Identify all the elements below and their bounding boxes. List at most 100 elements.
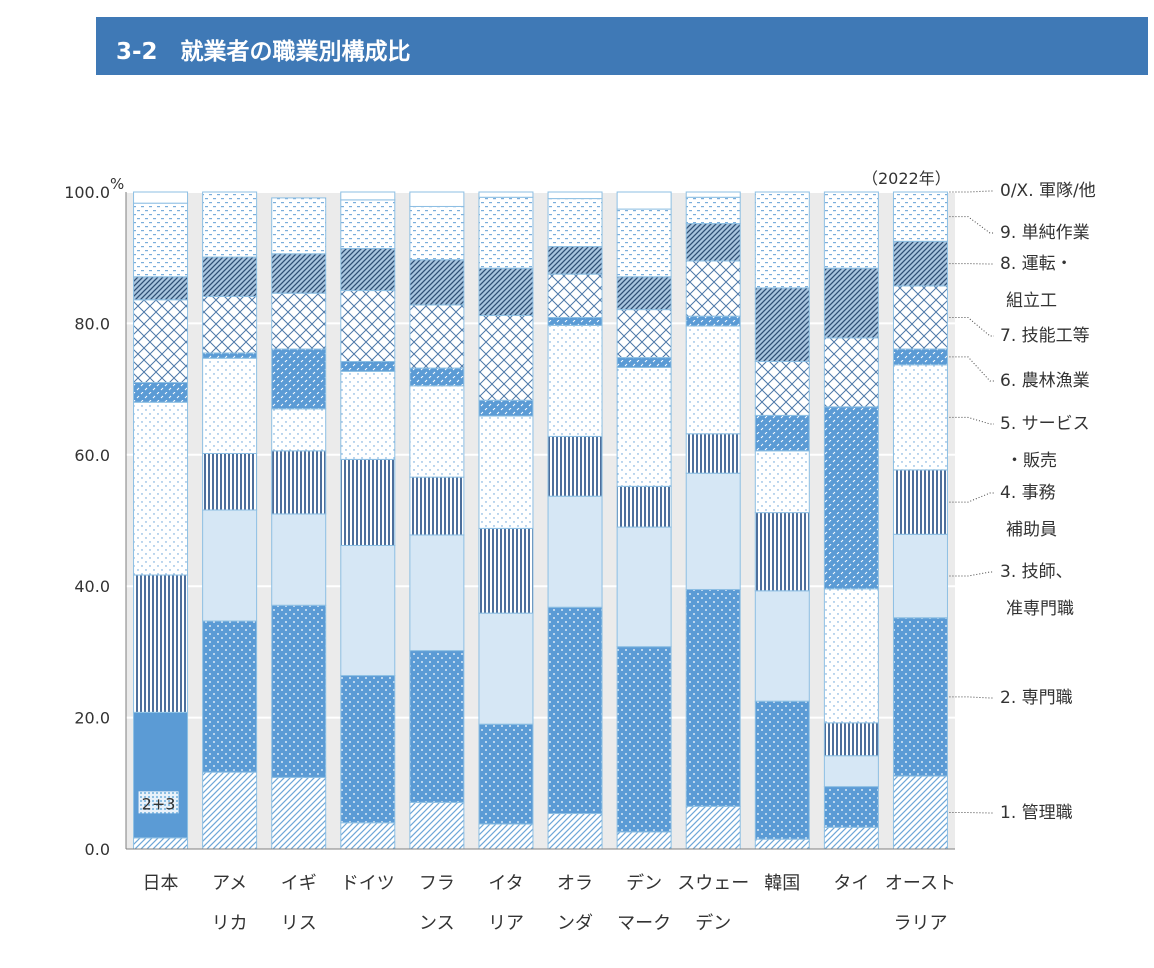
bar-segment	[754, 287, 810, 363]
x-tick-label: ドイツ	[341, 873, 395, 894]
bar-segment	[478, 196, 534, 269]
bar-segment	[478, 399, 534, 417]
bar-segment	[133, 401, 189, 576]
bar-segment	[271, 604, 327, 778]
annotation-box	[138, 791, 179, 814]
x-tick-label: オラ	[557, 873, 593, 894]
y-tick-label: 100.0	[64, 183, 110, 202]
x-tick-label: リス	[281, 913, 317, 934]
x-tick-label: アメ	[212, 873, 247, 894]
bar-segment	[892, 533, 948, 619]
bar-segment	[685, 472, 741, 590]
bar-segment	[892, 775, 948, 850]
bar-segment	[823, 755, 879, 788]
bar-segment	[547, 435, 603, 497]
legend-leader	[949, 190, 994, 193]
bar-segment	[271, 408, 327, 452]
bar-segment	[478, 823, 534, 850]
bar-segment	[547, 495, 603, 608]
bar-segment	[340, 199, 396, 250]
bar-segment	[409, 534, 465, 652]
bar-segment	[616, 309, 672, 359]
bar-segment	[133, 711, 189, 839]
bar-segment	[202, 620, 258, 773]
bar-segment	[823, 722, 879, 757]
bar-segment	[547, 246, 603, 275]
bar-segment	[409, 801, 465, 850]
bar-segment	[823, 191, 879, 269]
legend-label: 5. サービス	[1000, 414, 1090, 434]
bar-segment	[685, 325, 741, 435]
bar-segment	[133, 574, 189, 713]
y-axis-unit: %	[110, 175, 124, 193]
bar-segment	[685, 433, 741, 474]
bar-segment	[202, 256, 258, 297]
bar-segment	[754, 590, 810, 702]
bar-segment	[823, 826, 879, 850]
legend-label: 4. 事務	[1000, 483, 1056, 503]
bar-segment	[409, 205, 465, 261]
bar-segment	[547, 198, 603, 248]
bar-segment	[754, 414, 810, 452]
year-note: （2022年）	[862, 169, 951, 188]
bar-segment	[409, 191, 465, 207]
x-tick-label: デン	[695, 913, 731, 934]
bar-segment	[133, 299, 189, 384]
annotation-label: 2+3	[142, 794, 176, 813]
bar-segment	[202, 295, 258, 354]
legend-label: 2. 専門職	[1000, 688, 1073, 708]
bar-segment	[409, 304, 465, 369]
bar-segment	[340, 191, 396, 201]
bar-segment	[478, 723, 534, 825]
bar-segment	[340, 290, 396, 363]
x-tick-label: フラ	[419, 873, 455, 894]
bar-segment	[202, 357, 258, 454]
bar-segment	[616, 366, 672, 487]
bar-segment	[340, 544, 396, 677]
bar-segment	[616, 276, 672, 311]
bar-segment	[547, 606, 603, 815]
bar-segment	[271, 450, 327, 515]
legend-label: 0/X. 軍隊/他	[1000, 181, 1096, 201]
bar-segment	[202, 771, 258, 850]
legend-label: 6. 農林漁業	[1000, 371, 1090, 391]
bar-segment	[823, 337, 879, 408]
legend-label: 8. 運転・	[1000, 254, 1073, 274]
bar-segment	[340, 370, 396, 460]
bar-segment	[616, 485, 672, 528]
bar-segment	[616, 831, 672, 850]
bar-segment	[616, 357, 672, 368]
bar-segment	[685, 315, 741, 327]
y-tick-label: 40.0	[74, 577, 110, 596]
x-tick-label: 韓国	[764, 873, 800, 894]
bar-segment	[133, 202, 189, 278]
legend-label: ・販売	[1006, 451, 1057, 471]
x-tick-label: ンダ	[557, 913, 593, 934]
bar-segment	[892, 348, 948, 366]
title-banner: 3-2 就業者の職業別構成比	[96, 17, 1148, 75]
bar-segment	[133, 382, 189, 403]
bar-segment	[892, 191, 948, 242]
legend-label: 准専門職	[1006, 599, 1074, 619]
bar-segment	[823, 406, 879, 590]
bar-segment	[340, 248, 396, 292]
bar-segment	[616, 208, 672, 278]
bar-segment	[547, 273, 603, 318]
bar-segment	[754, 450, 810, 514]
bar-segment	[685, 260, 741, 317]
bar-segment	[271, 776, 327, 850]
bar-segment	[133, 191, 189, 204]
bar-segment	[409, 259, 465, 306]
bar-segment	[892, 617, 948, 777]
bar-segment	[685, 223, 741, 262]
bar-segment	[478, 415, 534, 529]
bar-segment	[547, 813, 603, 850]
y-tick-label: 80.0	[74, 314, 110, 333]
bar-segment	[409, 385, 465, 478]
bar-segment	[478, 267, 534, 317]
bar-segment	[685, 805, 741, 850]
bar-segment	[754, 191, 810, 289]
bar-segment	[754, 838, 810, 850]
bar-segment	[616, 646, 672, 833]
